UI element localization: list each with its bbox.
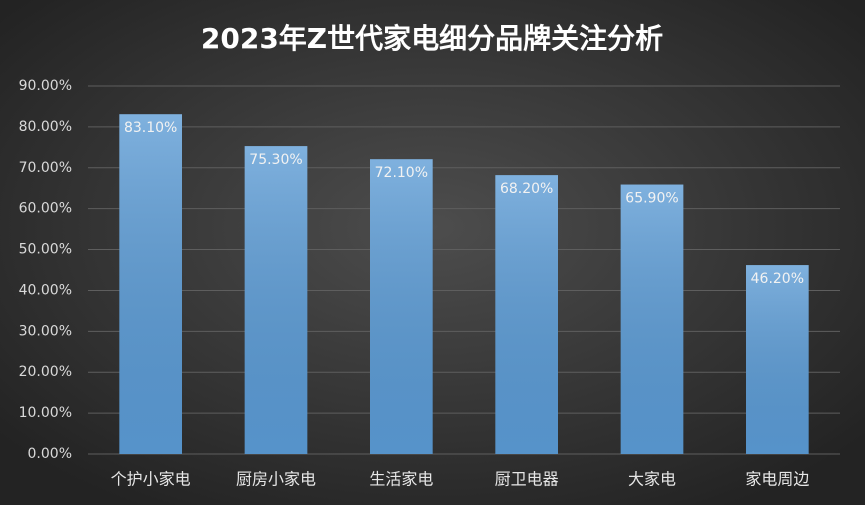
y-tick-label: 30.00%: [19, 323, 72, 339]
y-tick-label: 80.00%: [19, 119, 72, 135]
x-tick-label: 厨卫电器: [495, 470, 559, 489]
y-tick-label: 40.00%: [19, 282, 72, 298]
y-tick-label: 60.00%: [19, 201, 72, 217]
y-tick-label: 10.00%: [19, 405, 72, 421]
value-label: 75.30%: [249, 152, 302, 168]
value-label: 65.90%: [625, 191, 678, 207]
bar: [119, 114, 182, 455]
bar: [244, 146, 308, 454]
bar: [370, 159, 433, 455]
y-tick-label: 70.00%: [19, 160, 72, 176]
y-tick-label: 90.00%: [19, 78, 72, 94]
y-tick-label: 20.00%: [19, 364, 72, 380]
bar: [495, 175, 558, 455]
x-tick-label: 生活家电: [369, 470, 433, 489]
value-label: 46.20%: [751, 271, 804, 287]
x-tick-label: 个护小家电: [111, 470, 191, 489]
y-tick-label: 50.00%: [19, 242, 72, 258]
x-tick-label: 家电周边: [745, 470, 809, 489]
y-tick-label: 0.00%: [28, 446, 72, 462]
x-tick-label: 厨房小家电: [236, 470, 316, 489]
value-label: 72.10%: [375, 165, 428, 181]
x-tick-label: 大家电: [628, 470, 676, 489]
chart-title: 2023年Z世代家电细分品牌关注分析: [201, 22, 663, 55]
bar: [746, 265, 809, 454]
bar: [620, 184, 684, 454]
value-label: 83.10%: [124, 120, 177, 136]
value-label: 68.20%: [500, 181, 553, 197]
